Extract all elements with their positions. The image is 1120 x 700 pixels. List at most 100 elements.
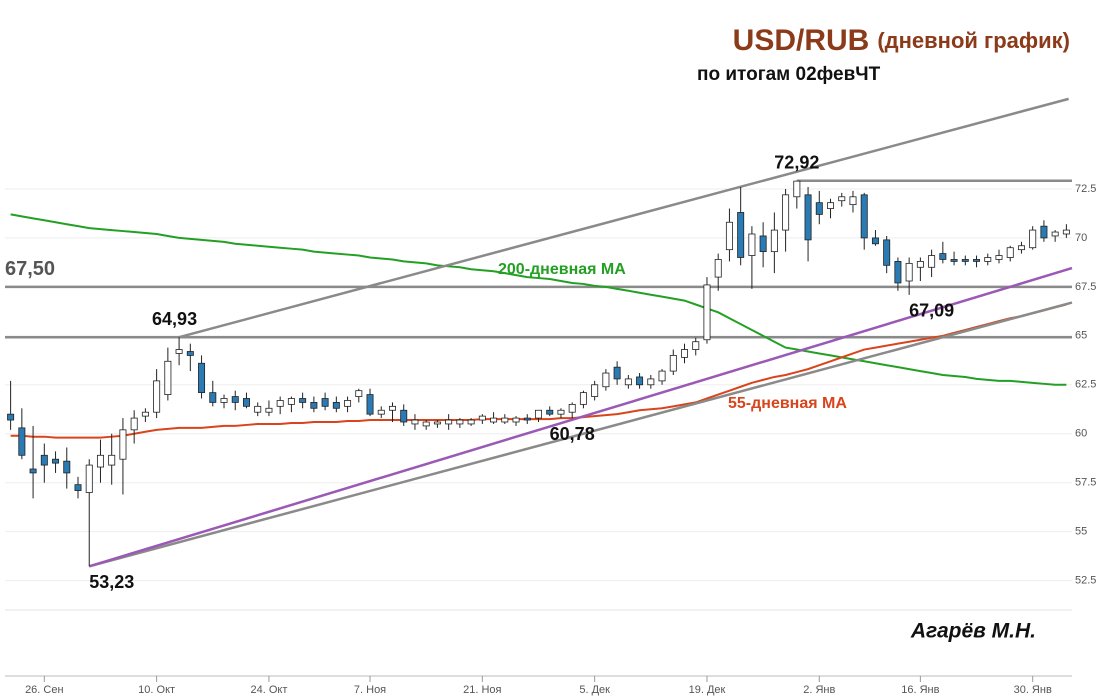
x-tick-label: 7. Ноя <box>354 684 386 696</box>
candle-body <box>613 366 621 380</box>
candle-body <box>1062 229 1070 235</box>
candle-body <box>1006 247 1014 258</box>
candle-body <box>770 229 778 253</box>
candle-body <box>523 417 531 421</box>
candle-body <box>1017 245 1025 251</box>
annotation: 67,50 <box>5 258 55 280</box>
candle-body <box>321 398 329 407</box>
title-note: (дневной график) <box>877 28 1070 53</box>
x-tick-label: 26. Сен <box>25 684 63 696</box>
candle-body <box>535 409 542 419</box>
candle-body <box>894 261 902 284</box>
trend-line <box>88 301 1073 568</box>
candle-body <box>478 415 486 421</box>
chart-title: USD/RUB (дневной график) <box>733 24 1070 57</box>
candle-body <box>332 402 340 409</box>
candle-body <box>883 239 891 266</box>
annotation: 53,23 <box>89 572 134 592</box>
candle-body <box>130 417 138 431</box>
candle-body <box>737 212 745 258</box>
candle-body <box>916 261 924 268</box>
candle-body <box>209 392 217 403</box>
candle-body <box>905 262 913 282</box>
candle-body <box>153 380 161 413</box>
candle-body <box>445 419 453 425</box>
candle-body <box>108 454 116 466</box>
candle-body <box>759 235 767 253</box>
candle-body <box>804 194 812 241</box>
y-tick-label: 55 <box>1075 526 1087 538</box>
candle-body <box>995 255 1003 260</box>
candle-body <box>63 460 71 474</box>
candle-body <box>276 400 284 407</box>
subtitle: по итогам 02февЧТ <box>697 64 881 85</box>
candle-body <box>29 468 37 474</box>
candle-body <box>198 362 206 394</box>
candle-body <box>52 458 60 464</box>
candle-body <box>748 233 756 256</box>
candle-body <box>344 400 352 407</box>
candle-body <box>74 484 82 491</box>
candle-body <box>400 409 408 423</box>
trend-line <box>178 97 1069 339</box>
x-tick-label: 5. Дек <box>579 684 610 696</box>
candle-body <box>366 394 374 415</box>
y-tick-label: 70 <box>1075 232 1087 244</box>
x-tick-label: 2. Янв <box>803 684 835 696</box>
candle-body <box>85 464 93 493</box>
candle-body <box>647 378 655 386</box>
candle-body <box>827 202 835 209</box>
candle-body <box>692 341 700 350</box>
candle-body <box>725 221 733 251</box>
ma-line <box>10 213 1067 386</box>
candle-body <box>973 259 981 262</box>
candle-body <box>186 351 194 356</box>
candle-body <box>377 409 385 415</box>
candle-body <box>119 429 127 460</box>
candle-body <box>714 259 722 278</box>
candle-body <box>557 409 565 415</box>
x-tick-label: 30. Янв <box>1014 684 1052 696</box>
candle-body <box>422 421 430 427</box>
y-tick-label: 67.5 <box>1075 281 1096 293</box>
candle-body <box>871 237 879 245</box>
y-tick-label: 72.5 <box>1075 183 1096 195</box>
author: Агарёв М.Н. <box>910 620 1036 643</box>
candle-body <box>7 413 15 421</box>
series-label: 55-дневная MA <box>728 395 847 412</box>
candle-body <box>1029 229 1037 249</box>
y-tick-label: 52.5 <box>1075 575 1096 587</box>
y-tick-label: 60 <box>1075 428 1087 440</box>
candle-body <box>658 370 666 382</box>
candle-body <box>849 196 857 206</box>
x-tick-label: 16. Янв <box>901 684 939 696</box>
candle-body <box>231 396 239 403</box>
y-tick-label: 65 <box>1075 330 1087 342</box>
candle-body <box>579 392 587 405</box>
candle-body <box>703 284 711 341</box>
candle-body <box>1051 231 1059 237</box>
annotation: 64,93 <box>152 309 197 329</box>
candle-body <box>636 376 644 386</box>
candle-body <box>40 454 48 466</box>
annotation: 67,09 <box>909 301 954 321</box>
candle-body <box>18 427 26 456</box>
candle-body <box>669 355 677 372</box>
candle-body <box>501 417 509 423</box>
candle-body <box>568 403 576 413</box>
candle-body <box>299 398 307 403</box>
candle-body <box>96 454 104 468</box>
series-label: 200-дневная MA <box>498 261 626 278</box>
title: USD/RUB <box>733 24 870 57</box>
x-tick-label: 10. Окт <box>138 684 175 696</box>
candle-body <box>355 390 363 397</box>
candle-body <box>838 196 846 202</box>
candle-body <box>984 257 992 262</box>
candle-body <box>961 259 969 262</box>
candle-body <box>164 360 172 395</box>
annotation: 72,92 <box>774 152 819 172</box>
annotation: 60,78 <box>550 424 595 444</box>
candle-body <box>389 405 396 411</box>
y-tick-label: 57.5 <box>1075 477 1096 489</box>
candle-body <box>220 398 228 403</box>
